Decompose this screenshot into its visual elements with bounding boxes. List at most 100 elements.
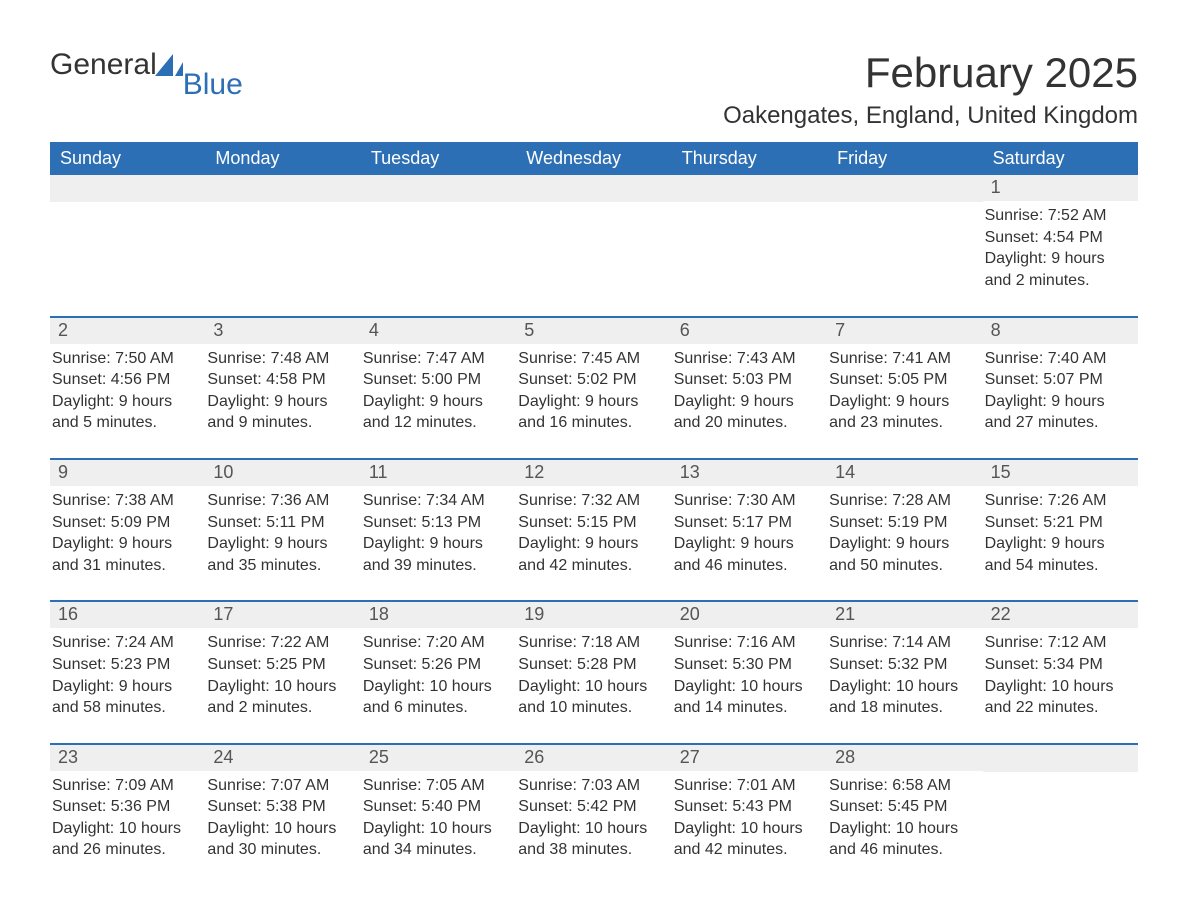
calendar-cell: 22Sunrise: 7:12 AMSunset: 5:34 PMDayligh… — [983, 602, 1138, 724]
day-detail: Sunrise: 7:09 AM — [50, 775, 205, 797]
day-detail: Sunset: 5:42 PM — [516, 796, 671, 818]
week-row: 9Sunrise: 7:38 AMSunset: 5:09 PMDaylight… — [50, 458, 1138, 582]
calendar-cell — [672, 175, 827, 297]
day-detail: Sunrise: 7:24 AM — [50, 632, 205, 654]
day-detail: Sunset: 5:45 PM — [827, 796, 982, 818]
day-header: Tuesday — [361, 142, 516, 175]
day-detail: Sunset: 4:54 PM — [983, 227, 1138, 249]
calendar-cell — [983, 745, 1138, 867]
calendar-cell: 18Sunrise: 7:20 AMSunset: 5:26 PMDayligh… — [361, 602, 516, 724]
logo-word2: Blue — [183, 70, 243, 100]
calendar-cell: 12Sunrise: 7:32 AMSunset: 5:15 PMDayligh… — [516, 460, 671, 582]
day-detail: Daylight: 10 hours and 22 minutes. — [983, 676, 1138, 719]
day-detail: Sunset: 5:11 PM — [205, 512, 360, 534]
calendar-cell: 21Sunrise: 7:14 AMSunset: 5:32 PMDayligh… — [827, 602, 982, 724]
day-number: 27 — [672, 745, 827, 771]
day-detail: Sunrise: 7:12 AM — [983, 632, 1138, 654]
day-detail: Daylight: 10 hours and 46 minutes. — [827, 818, 982, 861]
day-detail: Sunset: 5:36 PM — [50, 796, 205, 818]
day-detail: Sunset: 5:30 PM — [672, 654, 827, 676]
day-number: 9 — [50, 460, 205, 486]
day-detail: Sunset: 5:40 PM — [361, 796, 516, 818]
day-detail: Daylight: 9 hours and 5 minutes. — [50, 391, 205, 434]
day-detail: Daylight: 10 hours and 26 minutes. — [50, 818, 205, 861]
day-header: Monday — [205, 142, 360, 175]
day-detail: Sunrise: 7:43 AM — [672, 348, 827, 370]
calendar-cell — [50, 175, 205, 297]
day-detail: Sunset: 5:38 PM — [205, 796, 360, 818]
day-detail: Sunset: 5:28 PM — [516, 654, 671, 676]
calendar-cell — [361, 175, 516, 297]
week-row: 2Sunrise: 7:50 AMSunset: 4:56 PMDaylight… — [50, 316, 1138, 440]
day-detail: Sunrise: 7:18 AM — [516, 632, 671, 654]
page-header: General Blue February 2025 Oakengates, E… — [50, 50, 1138, 130]
day-number: 4 — [361, 318, 516, 344]
day-number: 22 — [983, 602, 1138, 628]
calendar-cell: 23Sunrise: 7:09 AMSunset: 5:36 PMDayligh… — [50, 745, 205, 867]
title-block: February 2025 Oakengates, England, Unite… — [723, 50, 1138, 130]
day-number: 11 — [361, 460, 516, 486]
calendar-cell: 13Sunrise: 7:30 AMSunset: 5:17 PMDayligh… — [672, 460, 827, 582]
day-detail: Sunrise: 7:14 AM — [827, 632, 982, 654]
calendar-cell: 1Sunrise: 7:52 AMSunset: 4:54 PMDaylight… — [983, 175, 1138, 297]
day-number — [50, 175, 205, 202]
calendar-cell: 2Sunrise: 7:50 AMSunset: 4:56 PMDaylight… — [50, 318, 205, 440]
day-number — [827, 175, 982, 202]
day-detail: Sunset: 5:43 PM — [672, 796, 827, 818]
day-detail: Sunrise: 7:30 AM — [672, 490, 827, 512]
calendar-cell: 8Sunrise: 7:40 AMSunset: 5:07 PMDaylight… — [983, 318, 1138, 440]
day-detail: Daylight: 10 hours and 18 minutes. — [827, 676, 982, 719]
day-number — [672, 175, 827, 202]
day-number: 13 — [672, 460, 827, 486]
day-detail: Daylight: 9 hours and 58 minutes. — [50, 676, 205, 719]
calendar-cell: 16Sunrise: 7:24 AMSunset: 5:23 PMDayligh… — [50, 602, 205, 724]
day-header-row: SundayMondayTuesdayWednesdayThursdayFrid… — [50, 142, 1138, 175]
day-detail: Sunrise: 7:34 AM — [361, 490, 516, 512]
day-detail: Sunrise: 7:45 AM — [516, 348, 671, 370]
day-detail: Sunset: 5:00 PM — [361, 369, 516, 391]
day-detail: Sunset: 5:19 PM — [827, 512, 982, 534]
day-detail: Daylight: 9 hours and 35 minutes. — [205, 533, 360, 576]
day-detail: Sunset: 5:09 PM — [50, 512, 205, 534]
day-number: 20 — [672, 602, 827, 628]
calendar: SundayMondayTuesdayWednesdayThursdayFrid… — [50, 142, 1138, 867]
calendar-cell: 10 Sunrise: 7:36 AMSunset: 5:11 PMDayligh… — [205, 460, 360, 582]
day-number: 28 — [827, 745, 982, 771]
calendar-cell: 15Sunrise: 7:26 AMSunset: 5:21 PMDayligh… — [983, 460, 1138, 582]
day-detail: Daylight: 9 hours and 31 minutes. — [50, 533, 205, 576]
day-number: 3 — [205, 318, 360, 344]
calendar-cell: 20Sunrise: 7:16 AMSunset: 5:30 PMDayligh… — [672, 602, 827, 724]
day-detail: Sunset: 5:26 PM — [361, 654, 516, 676]
day-detail: Sunset: 5:25 PM — [205, 654, 360, 676]
day-detail: Sunset: 5:21 PM — [983, 512, 1138, 534]
calendar-cell: 3Sunrise: 7:48 AMSunset: 4:58 PMDaylight… — [205, 318, 360, 440]
day-number: 10 — [205, 460, 360, 486]
calendar-cell: 25Sunrise: 7:05 AMSunset: 5:40 PMDayligh… — [361, 745, 516, 867]
day-detail: Sunset: 5:02 PM — [516, 369, 671, 391]
day-number: 5 — [516, 318, 671, 344]
day-detail: Sunrise: 7:50 AM — [50, 348, 205, 370]
day-detail: Sunset: 4:58 PM — [205, 369, 360, 391]
day-detail: Daylight: 10 hours and 14 minutes. — [672, 676, 827, 719]
day-detail: Sunrise: 7:52 AM — [983, 205, 1138, 227]
day-detail: Daylight: 9 hours and 9 minutes. — [205, 391, 360, 434]
day-detail: Sunrise: 7:26 AM — [983, 490, 1138, 512]
day-detail: Daylight: 10 hours and 2 minutes. — [205, 676, 360, 719]
calendar-cell: 19Sunrise: 7:18 AMSunset: 5:28 PMDayligh… — [516, 602, 671, 724]
day-detail: Sunrise: 7:32 AM — [516, 490, 671, 512]
calendar-cell: 27Sunrise: 7:01 AMSunset: 5:43 PMDayligh… — [672, 745, 827, 867]
calendar-cell: 28Sunrise: 6:58 AMSunset: 5:45 PMDayligh… — [827, 745, 982, 867]
day-number: 15 — [983, 460, 1138, 486]
week-row: 16Sunrise: 7:24 AMSunset: 5:23 PMDayligh… — [50, 600, 1138, 724]
day-number: 26 — [516, 745, 671, 771]
day-detail: Sunset: 5:07 PM — [983, 369, 1138, 391]
calendar-cell — [516, 175, 671, 297]
day-detail: Sunrise: 7:36 AM — [205, 490, 360, 512]
day-header: Sunday — [50, 142, 205, 175]
calendar-cell: 7Sunrise: 7:41 AMSunset: 5:05 PMDaylight… — [827, 318, 982, 440]
day-detail: Daylight: 9 hours and 12 minutes. — [361, 391, 516, 434]
day-number: 8 — [983, 318, 1138, 344]
day-number: 2 — [50, 318, 205, 344]
day-detail: Sunset: 5:05 PM — [827, 369, 982, 391]
day-detail: Sunset: 5:32 PM — [827, 654, 982, 676]
